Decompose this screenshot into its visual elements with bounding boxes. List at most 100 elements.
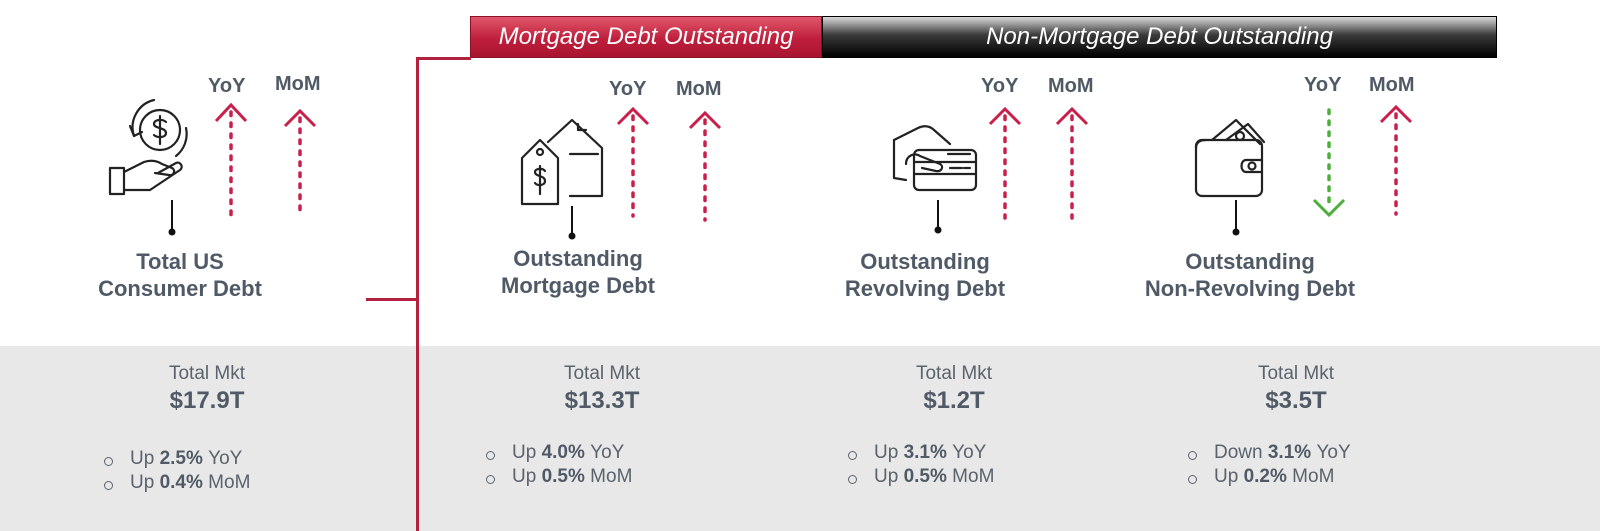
mom-word: Up bbox=[512, 466, 537, 487]
mom-label: MoM bbox=[1369, 74, 1415, 96]
mortgage-debt-header-text: Mortgage Debt Outstanding bbox=[498, 23, 794, 50]
mom-arrow-up-icon bbox=[283, 108, 317, 218]
bullet-icon bbox=[848, 474, 857, 484]
card-title: Outstanding Non-Revolving Debt bbox=[1120, 248, 1380, 302]
yoy-change: Up 4.0% YoY bbox=[486, 441, 632, 465]
market-value: $1.2T bbox=[923, 387, 985, 414]
connector-pin bbox=[1232, 200, 1240, 236]
mom-arrow-up-icon bbox=[688, 110, 722, 222]
bullet-icon bbox=[1188, 450, 1197, 460]
market-caption: Total Mkt bbox=[1257, 363, 1335, 384]
yoy-change: Up 2.5% YoY bbox=[104, 447, 250, 471]
mom-suffix: MoM bbox=[952, 466, 995, 487]
card-title-line-2: Consumer Debt bbox=[98, 276, 262, 301]
wallet-cash-icon bbox=[1194, 118, 1266, 198]
market-value: $13.3T bbox=[564, 387, 640, 414]
card-title: Outstanding Revolving Debt bbox=[820, 248, 1030, 302]
mom-value: 0.2% bbox=[1243, 466, 1287, 487]
card-title-line-1: Outstanding bbox=[513, 246, 643, 271]
card-title-line-1: Outstanding bbox=[1185, 249, 1315, 274]
connector-pin bbox=[934, 200, 942, 234]
yoy-word: Up bbox=[130, 448, 155, 469]
yoy-label: YoY bbox=[609, 78, 647, 100]
non-mortgage-debt-header-text: Non-Mortgage Debt Outstanding bbox=[986, 23, 1333, 50]
yoy-word: Up bbox=[874, 442, 899, 463]
yoy-arrow-up-icon bbox=[214, 102, 248, 218]
house-price-tag-icon bbox=[520, 118, 604, 206]
card-title-line-1: Total US bbox=[136, 249, 224, 274]
yoy-value: 2.5% bbox=[159, 448, 203, 469]
yoy-word: Down bbox=[1214, 442, 1263, 463]
market-caption: Total Mkt bbox=[563, 363, 641, 384]
bullet-icon bbox=[104, 480, 113, 490]
market-value: $3.5T bbox=[1265, 387, 1327, 414]
mom-change: Up 0.2% MoM bbox=[1188, 465, 1351, 489]
bracket-stub bbox=[366, 298, 418, 301]
bracket-top bbox=[416, 57, 471, 60]
card-title: Total US Consumer Debt bbox=[80, 248, 280, 302]
market-total: Total Mkt $1.2T bbox=[854, 362, 1054, 416]
yoy-label: YoY bbox=[981, 75, 1019, 97]
market-value: $17.9T bbox=[169, 387, 245, 414]
mom-word: Up bbox=[1214, 466, 1239, 487]
yoy-label: YoY bbox=[1304, 74, 1342, 96]
card-title-line-2: Non-Revolving Debt bbox=[1144, 276, 1356, 301]
mom-arrow-up-icon bbox=[1379, 104, 1413, 216]
bracket-vertical bbox=[416, 57, 419, 531]
yoy-arrow-up-icon bbox=[988, 106, 1022, 220]
change-list: Down 3.1% YoY Up 0.2% MoM bbox=[1188, 441, 1351, 489]
non-mortgage-debt-header: Non-Mortgage Debt Outstanding bbox=[822, 16, 1497, 58]
hand-credit-card-icon bbox=[892, 125, 978, 192]
yoy-suffix: YoY bbox=[952, 442, 987, 463]
yoy-arrow-up-icon bbox=[616, 106, 650, 218]
card-title-line-1: Outstanding bbox=[860, 249, 990, 274]
mom-word: Up bbox=[874, 466, 899, 487]
summary-band bbox=[0, 346, 1600, 531]
market-total: Total Mkt $17.9T bbox=[107, 362, 307, 416]
connector-pin bbox=[568, 206, 576, 240]
card-title-line-2: Mortgage Debt bbox=[501, 273, 655, 298]
yoy-value: 4.0% bbox=[541, 442, 585, 463]
market-caption: Total Mkt bbox=[168, 363, 246, 384]
card-title-line-2: Revolving Debt bbox=[844, 276, 1006, 301]
yoy-value: 3.1% bbox=[903, 442, 947, 463]
bullet-icon bbox=[104, 456, 113, 466]
hand-coin-icon bbox=[108, 98, 188, 196]
mom-suffix: MoM bbox=[208, 472, 251, 493]
yoy-suffix: YoY bbox=[1316, 442, 1351, 463]
market-total: Total Mkt $3.5T bbox=[1196, 362, 1396, 416]
mom-arrow-up-icon bbox=[1055, 106, 1089, 220]
card-title: Outstanding Mortgage Debt bbox=[468, 245, 688, 299]
mom-label: MoM bbox=[676, 78, 722, 100]
change-list: Up 4.0% YoY Up 0.5% MoM bbox=[486, 441, 632, 489]
mom-suffix: MoM bbox=[1292, 466, 1335, 487]
mom-label: MoM bbox=[275, 73, 321, 95]
mom-label: MoM bbox=[1048, 75, 1094, 97]
bullet-icon bbox=[486, 474, 495, 484]
mom-suffix: MoM bbox=[590, 466, 633, 487]
yoy-suffix: YoY bbox=[208, 448, 243, 469]
bullet-icon bbox=[486, 450, 495, 460]
mom-change: Up 0.5% MoM bbox=[486, 465, 632, 489]
mortgage-debt-header: Mortgage Debt Outstanding bbox=[470, 16, 822, 58]
bullet-icon bbox=[848, 450, 857, 460]
mom-change: Up 0.4% MoM bbox=[104, 471, 250, 495]
mom-change: Up 0.5% MoM bbox=[848, 465, 994, 489]
connector-pin bbox=[168, 200, 176, 236]
yoy-label: YoY bbox=[208, 75, 246, 97]
mom-value: 0.4% bbox=[159, 472, 203, 493]
mom-word: Up bbox=[130, 472, 155, 493]
mom-value: 0.5% bbox=[541, 466, 585, 487]
market-caption: Total Mkt bbox=[915, 363, 993, 384]
change-list: Up 3.1% YoY Up 0.5% MoM bbox=[848, 441, 994, 489]
yoy-suffix: YoY bbox=[590, 442, 625, 463]
yoy-change: Up 3.1% YoY bbox=[848, 441, 994, 465]
yoy-change: Down 3.1% YoY bbox=[1188, 441, 1351, 465]
yoy-word: Up bbox=[512, 442, 537, 463]
market-total: Total Mkt $13.3T bbox=[502, 362, 702, 416]
yoy-arrow-down-icon bbox=[1312, 108, 1346, 218]
change-list: Up 2.5% YoY Up 0.4% MoM bbox=[104, 447, 250, 495]
yoy-value: 3.1% bbox=[1267, 442, 1312, 463]
bullet-icon bbox=[1188, 474, 1197, 484]
mom-value: 0.5% bbox=[903, 466, 947, 487]
